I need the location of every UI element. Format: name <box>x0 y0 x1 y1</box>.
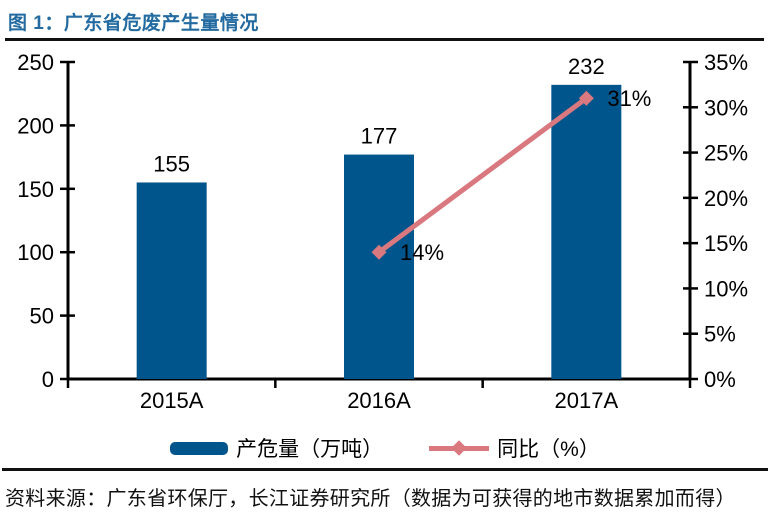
legend-item-bar-series: 产危量（万吨） <box>170 433 383 463</box>
y-axis-right-tick-label: 30% <box>704 95 748 120</box>
y-axis-right-tick-label: 35% <box>704 50 748 75</box>
bar-2016A <box>344 154 414 379</box>
legend-label-bar: 产危量（万吨） <box>236 438 384 461</box>
diamond-marker-icon <box>451 440 467 456</box>
bottom-divider <box>2 468 768 471</box>
y-axis-right-tick-label: 15% <box>704 231 748 256</box>
line-value-label: 31% <box>607 86 651 111</box>
bar-series-swatch <box>170 441 229 455</box>
y-axis-left-tick-label: 250 <box>17 50 54 75</box>
y-axis-right-tick-label: 0% <box>704 367 736 392</box>
x-axis-category-label: 2015A <box>140 388 204 413</box>
line-value-label: 14% <box>400 240 444 265</box>
legend-label-line: 同比（%） <box>497 438 600 461</box>
y-axis-right-tick-label: 5% <box>704 322 736 347</box>
figure-title: 图 1：广东省危废产生量情况 <box>8 13 259 34</box>
y-axis-left-tick-label: 50 <box>30 304 54 329</box>
y-axis-right-tick-label: 20% <box>704 186 748 211</box>
trend-line <box>377 96 588 255</box>
y-axis-right-tick-label: 25% <box>704 141 748 166</box>
line-marker <box>371 244 387 260</box>
bar-2017A <box>551 84 622 379</box>
x-axis-category-label: 2017A <box>555 388 619 413</box>
x-axis-category-label: 2016A <box>347 388 411 413</box>
chart-legend: 产危量（万吨） 同比（%） <box>0 433 770 463</box>
line-series-swatch <box>429 440 490 456</box>
top-divider <box>5 38 764 41</box>
y-axis-left-tick-label: 200 <box>17 113 54 138</box>
bar-value-label: 177 <box>361 124 398 149</box>
bar-2015A <box>136 182 207 379</box>
y-axis-left-tick-label: 100 <box>17 240 54 265</box>
y-axis-left-tick-label: 150 <box>17 177 54 202</box>
bar-value-label: 155 <box>153 151 190 176</box>
legend-item-line-series: 同比（%） <box>429 433 600 463</box>
bar-value-label: 232 <box>568 54 605 79</box>
source-note: 资料来源：广东省环保厅，长江证券研究所（数据为可获得的地市数据累加而得） <box>5 488 736 510</box>
y-axis-left-tick-label: 0 <box>42 367 54 392</box>
line-marker <box>578 90 594 106</box>
y-axis-right-tick-label: 10% <box>704 276 748 301</box>
